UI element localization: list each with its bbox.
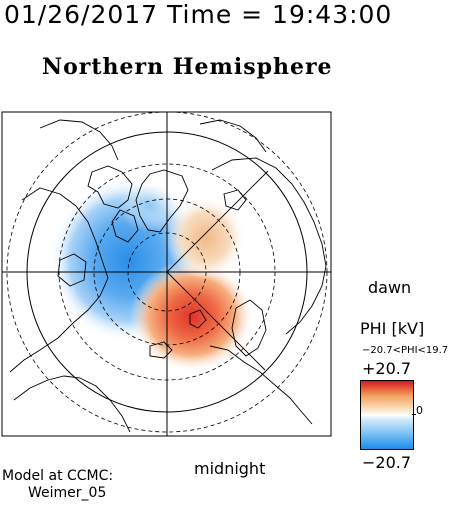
model-credit-line1: Model at CCMC: [2, 468, 114, 484]
positive-potential-cell [130, 260, 254, 372]
coastline-canadian-arctic [87, 165, 133, 209]
positive-potential-lobe [166, 196, 246, 280]
coastline-scandinavia [231, 299, 267, 357]
midnight-label: midnight [194, 459, 266, 478]
negative-potential-cell-upper [118, 180, 182, 232]
coastline-europe [209, 345, 313, 425]
meridian-diagonal-1 [166, 170, 269, 273]
model-credit-line2: Weimer_05 [28, 485, 107, 501]
coastline-siberia-islands [223, 189, 247, 211]
coastline-asia-north [211, 157, 327, 335]
colorbar-title: PHI [kV] [360, 319, 425, 338]
polar-potential-map [1, 111, 332, 437]
colorbar-max-label: +20.7 [362, 359, 412, 378]
coastline-north-america [9, 187, 109, 373]
coastlines [9, 119, 327, 433]
meridian-diagonal-2 [166, 271, 266, 371]
coastline-iceland [149, 341, 173, 359]
colorbar [360, 380, 414, 450]
colorbar-zero-tick [412, 414, 416, 415]
coastline-svalbard [189, 309, 207, 329]
colorbar-min-label: −20.7 [362, 453, 412, 472]
dawn-label: dawn [368, 278, 412, 297]
timestamp: 01/26/2017 Time = 19:43:00 [4, 0, 393, 29]
coastline-alaska [39, 119, 119, 161]
coastline-baffin [111, 209, 139, 243]
colorbar-range-text: −20.7<PHI<19.7 [362, 345, 449, 356]
coastline-hudson-bay [57, 253, 87, 287]
plot-title: Northern Hemisphere [42, 54, 333, 80]
coastline-chukotka [199, 119, 267, 153]
coastline-southwest [13, 375, 131, 433]
colorbar-zero-label: 0 [416, 404, 423, 417]
coastline-greenland [135, 169, 189, 233]
